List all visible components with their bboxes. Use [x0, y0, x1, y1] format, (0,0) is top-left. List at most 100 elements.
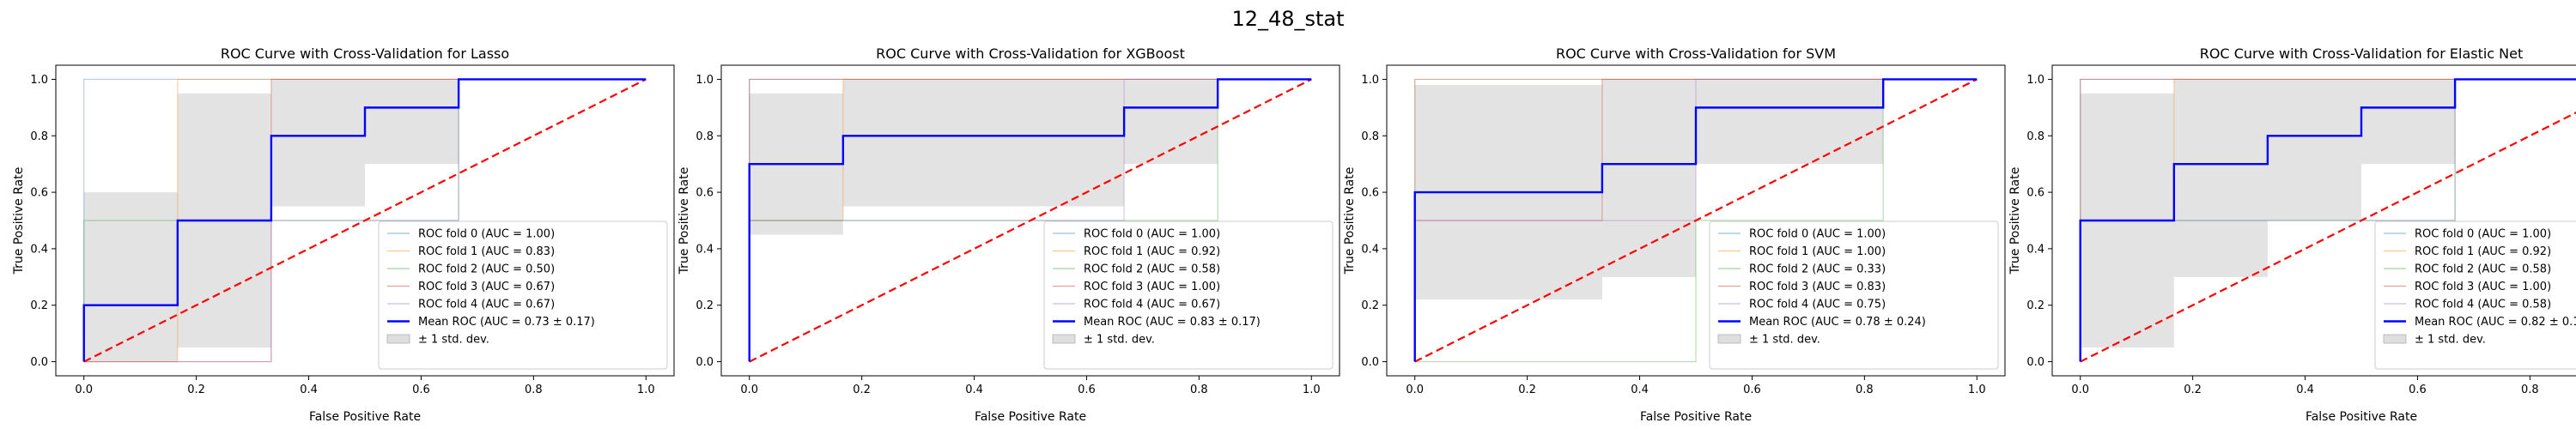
x-tick-label: 1.0	[1968, 384, 1986, 396]
x-tick-label: 1.0	[1303, 384, 1321, 396]
legend: ROC fold 0 (AUC = 1.00) ROC fold 1 (AUC =…	[1043, 221, 1334, 370]
y-axis-label: True Positive Rate	[2008, 167, 2022, 275]
panel-title: ROC Curve with Cross-Validation for XGBo…	[876, 45, 1185, 62]
y-tick-label: 0.2	[1361, 299, 1379, 312]
y-tick-label: 1.0	[1361, 74, 1379, 87]
x-tick-label: 0.0	[2071, 384, 2089, 396]
std-band	[2080, 79, 2576, 348]
y-axis-label: True Positive Rate	[677, 167, 691, 275]
x-tick-label: 0.0	[1406, 384, 1424, 396]
axes-frame	[2051, 64, 2576, 377]
y-tick-label: 0.8	[30, 130, 48, 143]
y-tick-label: 0.8	[1361, 130, 1379, 143]
legend-fold-2-label: ROC fold 2 (AUC = 0.58)	[1084, 263, 1220, 276]
legend: ROC fold 0 (AUC = 1.00) ROC fold 1 (AUC =…	[1709, 221, 1999, 370]
y-tick-label: 0.4	[696, 243, 714, 256]
legend: ROC fold 0 (AUC = 1.00) ROC fold 1 (AUC =…	[378, 221, 668, 370]
legend-fold-2-label: ROC fold 2 (AUC = 0.33)	[1749, 263, 1886, 276]
x-tick-label: 0.4	[1631, 384, 1649, 396]
axes-frame	[720, 64, 1340, 377]
legend-fold-1-label: ROC fold 1 (AUC = 0.83)	[418, 245, 555, 258]
legend-fold-0-label: ROC fold 0 (AUC = 1.00)	[1084, 228, 1220, 241]
x-tick-label: 0.8	[2521, 384, 2539, 396]
x-tick-label: 0.0	[740, 384, 758, 396]
x-axis-label: False Positive Rate	[309, 410, 421, 424]
legend-fold-2-label: ROC fold 2 (AUC = 0.58)	[2415, 263, 2551, 276]
legend-fold-4-label: ROC fold 4 (AUC = 0.75)	[1749, 299, 1886, 311]
panel-title: ROC Curve with Cross-Validation for SVM	[1556, 45, 1836, 62]
roc-panel-xgboost: ROC Curve with Cross-Validation for XGBo…	[677, 45, 1340, 424]
y-tick-label: 1.0	[30, 74, 48, 87]
x-tick-label: 0.4	[965, 384, 983, 396]
x-tick-label: 0.4	[2296, 384, 2314, 396]
x-tick-label: 0.2	[853, 384, 871, 396]
figure-suptitle: 12_48_stat	[1231, 7, 1344, 31]
legend-fold-4-label: ROC fold 4 (AUC = 0.67)	[1084, 299, 1220, 311]
legend-mean-label: Mean ROC (AUC = 0.83 ± 0.17)	[1084, 316, 1261, 329]
y-tick-label: 0.8	[696, 130, 714, 143]
y-tick-label: 0.2	[30, 299, 48, 312]
chance-line	[2080, 112, 2576, 363]
legend: ROC fold 0 (AUC = 1.00) ROC fold 1 (AUC =…	[2374, 221, 2576, 370]
legend-mean-label: Mean ROC (AUC = 0.73 ± 0.17)	[418, 316, 595, 329]
legend-band-label: ± 1 std. dev.	[1749, 334, 1820, 347]
legend-band-swatch	[386, 334, 410, 344]
chance-line	[1414, 78, 1978, 363]
x-axis-label: False Positive Rate	[975, 410, 1086, 424]
legend-mean-label: Mean ROC (AUC = 0.82 ± 0.19)	[2415, 316, 2576, 329]
x-tick-label: 0.6	[2409, 384, 2427, 396]
axes-frame	[55, 64, 675, 377]
legend-fold-0-label: ROC fold 0 (AUC = 1.00)	[1749, 228, 1886, 241]
legend-fold-4-label: ROC fold 4 (AUC = 0.67)	[418, 299, 555, 311]
y-tick-label: 1.0	[2026, 74, 2044, 87]
x-tick-label: 0.6	[1743, 384, 1761, 396]
roc-panel-lasso: ROC Curve with Cross-Validation for Lass…	[12, 45, 675, 424]
x-tick-label: 0.2	[187, 384, 205, 396]
x-tick-label: 0.8	[1856, 384, 1874, 396]
mean-roc-curve	[1413, 78, 1978, 362]
y-tick-label: 0.4	[30, 243, 48, 256]
chance-line	[83, 78, 647, 363]
legend-fold-2-label: ROC fold 2 (AUC = 0.50)	[418, 263, 555, 276]
chance-line	[749, 78, 1312, 363]
x-tick-label: 0.2	[2184, 384, 2202, 396]
legend-fold-0-label: ROC fold 0 (AUC = 1.00)	[418, 228, 555, 241]
legend-box	[2374, 221, 2576, 370]
legend-fold-1-label: ROC fold 1 (AUC = 1.00)	[1749, 245, 1886, 258]
y-tick-label: 0.4	[2026, 243, 2044, 256]
mean-roc-curve	[748, 78, 1312, 362]
std-band	[1414, 79, 1978, 300]
y-tick-label: 0.0	[696, 356, 714, 369]
legend-box	[1709, 221, 1999, 370]
y-tick-label: 0.6	[30, 187, 48, 200]
x-tick-label: 1.0	[637, 384, 655, 396]
legend-mean-label: Mean ROC (AUC = 0.78 ± 0.24)	[1749, 316, 1926, 329]
axes-frame	[1386, 64, 2006, 377]
legend-fold-0-label: ROC fold 0 (AUC = 1.00)	[2415, 228, 2551, 241]
legend-fold-3-label: ROC fold 3 (AUC = 1.00)	[2415, 281, 2551, 293]
x-tick-label: 0.2	[1518, 384, 1536, 396]
legend-band-swatch	[1052, 334, 1076, 344]
y-tick-label: 0.6	[1361, 187, 1379, 200]
legend-fold-3-label: ROC fold 3 (AUC = 0.83)	[1749, 281, 1886, 293]
legend-box	[378, 221, 668, 370]
legend-fold-4-label: ROC fold 4 (AUC = 0.58)	[2415, 299, 2551, 311]
legend-band-label: ± 1 std. dev.	[2415, 334, 2486, 347]
legend-fold-1-label: ROC fold 1 (AUC = 0.92)	[1084, 245, 1220, 258]
legend-fold-1-label: ROC fold 1 (AUC = 0.92)	[2415, 245, 2551, 258]
y-tick-label: 0.0	[30, 356, 48, 369]
y-tick-label: 0.6	[696, 187, 714, 200]
y-tick-label: 0.2	[696, 299, 714, 312]
roc-panel-elastic-net: ROC Curve with Cross-Validation for Elas…	[2008, 45, 2576, 424]
y-tick-label: 0.2	[2026, 299, 2044, 312]
y-tick-label: 0.0	[2026, 356, 2044, 369]
x-tick-label: 0.6	[1078, 384, 1096, 396]
y-axis-label: True Positive Rate	[12, 167, 26, 275]
mean-roc-curve	[2079, 78, 2576, 362]
y-tick-label: 0.4	[1361, 243, 1379, 256]
legend-fold-3-label: ROC fold 3 (AUC = 0.67)	[418, 281, 555, 293]
legend-band-label: ± 1 std. dev.	[418, 334, 489, 347]
legend-band-swatch	[2383, 334, 2407, 344]
panel-title: ROC Curve with Cross-Validation for Lass…	[221, 45, 509, 62]
